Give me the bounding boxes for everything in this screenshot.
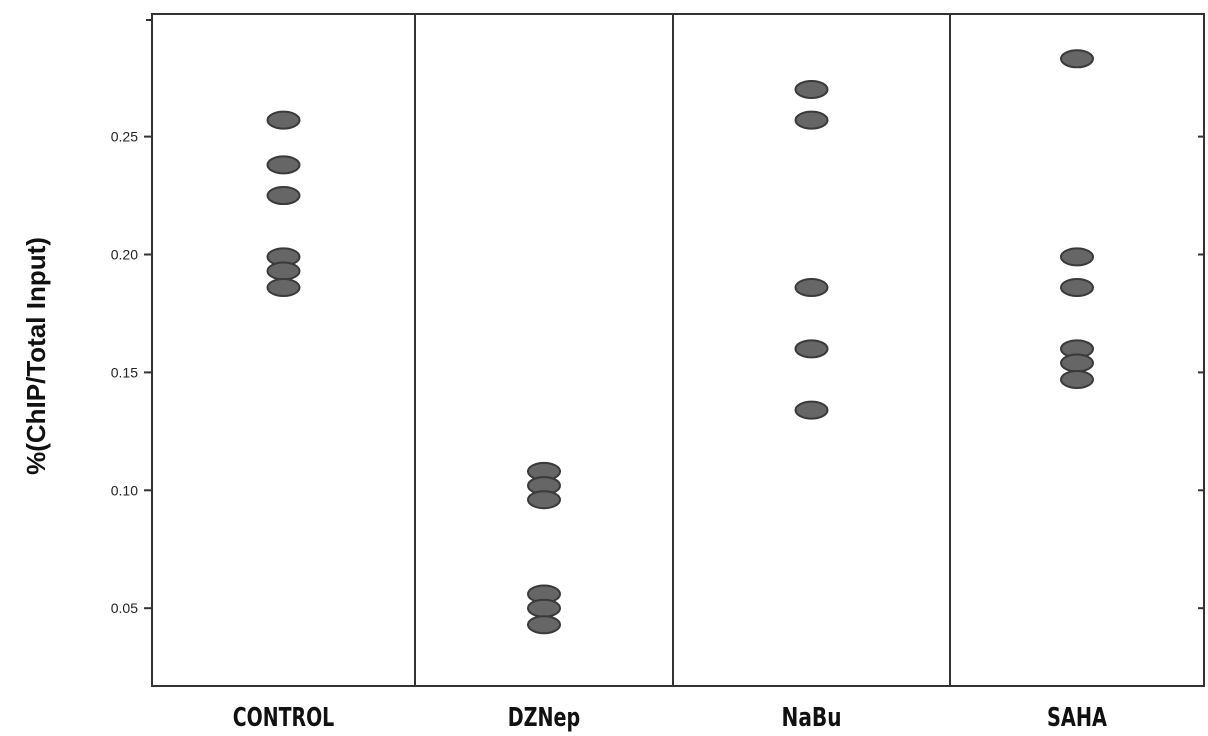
data-point	[527, 615, 561, 635]
category-label: DZNep	[508, 703, 581, 733]
y-axis-ticks: 0.05 0.10 0.15 0.20 0.25	[111, 129, 1204, 616]
data-point	[794, 400, 829, 420]
data-point	[266, 186, 301, 206]
data-point	[527, 490, 561, 510]
plot-border	[151, 13, 1205, 687]
category-labels: CONTROL DZNep NaBu SAHA	[233, 703, 1107, 733]
y-tick-label: 0.15	[111, 364, 138, 380]
data-point	[266, 261, 301, 281]
data-point	[266, 155, 301, 175]
data-point	[1060, 247, 1094, 267]
data-point	[1060, 278, 1094, 298]
data-point	[794, 79, 829, 99]
data-point	[266, 110, 301, 130]
data-point	[527, 598, 561, 618]
y-axis-label: %(ChIP/Total Input)	[21, 237, 51, 475]
data-point	[794, 110, 829, 130]
data-point	[266, 278, 301, 298]
category-label: NaBu	[782, 703, 842, 733]
y-tick-label: 0.20	[111, 247, 138, 263]
y-tick-label: 0.25	[111, 129, 138, 145]
data-point	[794, 339, 829, 359]
data-point	[1060, 353, 1094, 373]
y-tick-label: 0.10	[111, 482, 138, 498]
category-label: CONTROL	[233, 703, 335, 733]
data-point	[1060, 369, 1094, 389]
data-points	[266, 49, 1094, 635]
plot-frame	[146, 13, 1205, 687]
y-tick-label: 0.05	[111, 600, 138, 616]
category-label: SAHA	[1047, 703, 1107, 733]
data-point	[794, 278, 829, 298]
data-point	[1060, 49, 1094, 69]
